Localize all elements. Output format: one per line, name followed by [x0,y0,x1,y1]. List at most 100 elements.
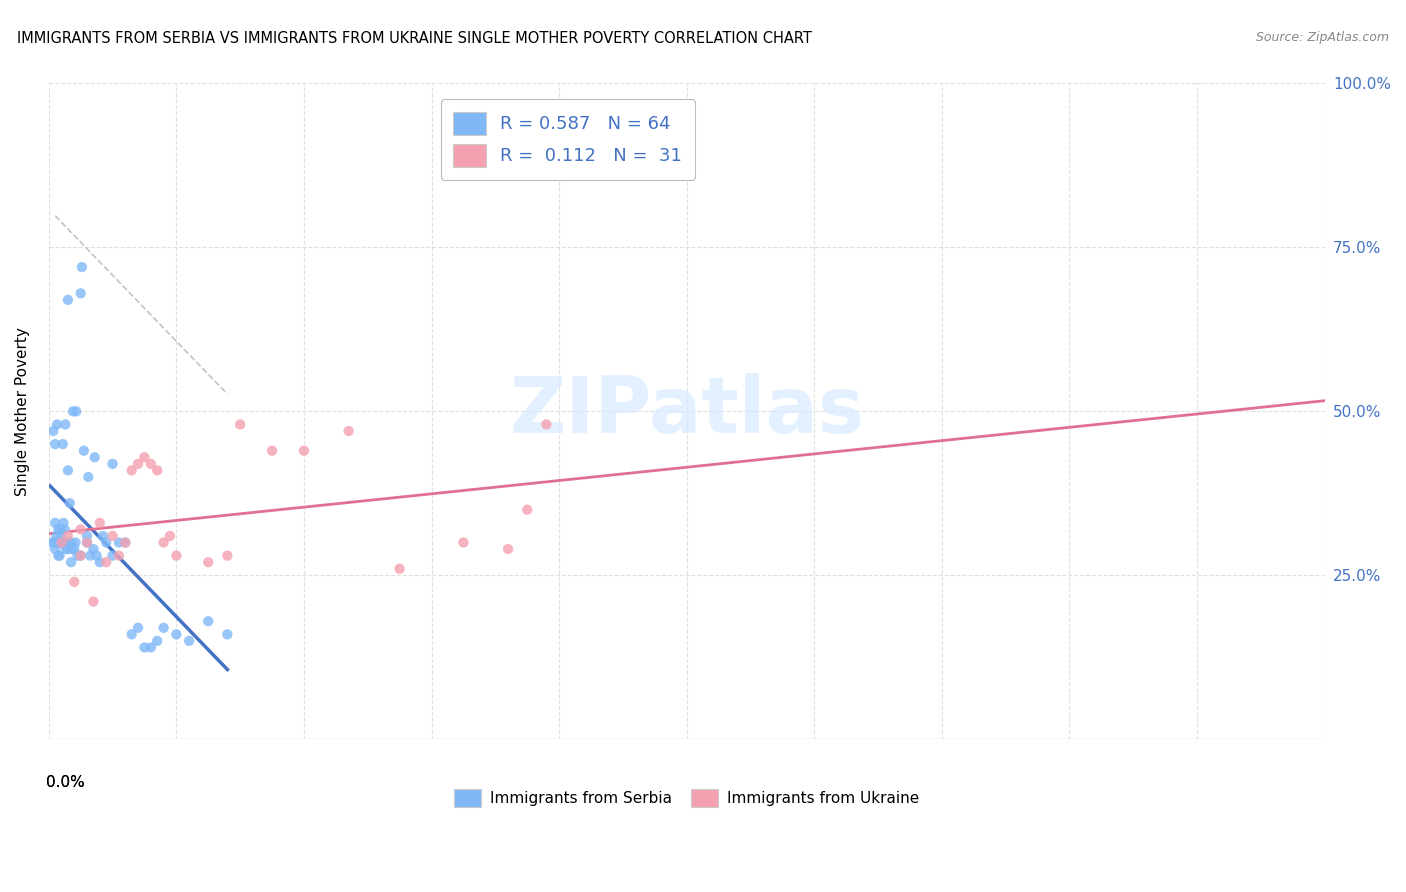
Text: Source: ZipAtlas.com: Source: ZipAtlas.com [1256,31,1389,45]
Point [89,516,111,530]
Point [197,555,219,569]
Point [60,542,83,557]
Point [56,542,79,557]
Point [52,535,75,549]
Point [41,535,63,549]
Text: ZIPatlas: ZIPatlas [509,374,865,450]
Point [76,529,98,543]
Point [51,535,73,549]
Point [76,535,98,549]
Point [127,621,149,635]
Point [89,555,111,569]
Point [101,529,124,543]
Point [52,437,75,451]
Point [48,549,70,563]
Point [96,555,118,569]
Point [121,627,143,641]
Point [114,535,136,549]
Point [134,640,156,655]
Point [217,549,239,563]
Point [536,417,558,432]
Point [127,457,149,471]
Y-axis label: Single Mother Poverty: Single Mother Poverty [15,327,30,496]
Point [292,443,315,458]
Point [48,535,70,549]
Point [42,424,65,438]
Legend: Immigrants from Serbia, Immigrants from Ukraine: Immigrants from Serbia, Immigrants from … [447,783,925,813]
Point [101,457,124,471]
Point [44,437,66,451]
Point [76,535,98,549]
Text: 0.0%: 0.0% [46,775,84,790]
Point [52,516,75,530]
Point [58,535,80,549]
Point [197,614,219,628]
Point [82,542,104,557]
Text: IMMIGRANTS FROM SERBIA VS IMMIGRANTS FROM UKRAINE SINGLE MOTHER POVERTY CORRELAT: IMMIGRANTS FROM SERBIA VS IMMIGRANTS FRO… [17,31,811,46]
Point [73,443,96,458]
Point [516,502,538,516]
Point [63,574,86,589]
Point [55,542,77,557]
Point [46,535,69,549]
Point [79,549,101,563]
Point [453,535,475,549]
Point [388,562,411,576]
Point [108,535,131,549]
Point [146,633,169,648]
Point [53,523,76,537]
Point [69,523,91,537]
Point [46,417,69,432]
Point [165,627,187,641]
Point [229,417,252,432]
Point [77,470,100,484]
Point [165,549,187,563]
Point [82,594,104,608]
Point [83,450,105,465]
Point [91,529,114,543]
Point [139,640,162,655]
Point [56,293,79,307]
Point [65,535,87,549]
Point [46,549,69,563]
Point [60,555,83,569]
Point [134,450,156,465]
Point [496,542,519,557]
Point [139,457,162,471]
Point [177,633,200,648]
Point [60,535,83,549]
Point [56,463,79,477]
Point [46,523,69,537]
Point [65,404,87,418]
Point [121,463,143,477]
Text: 0.0%: 0.0% [46,775,84,790]
Point [49,523,72,537]
Point [51,535,73,549]
Point [45,529,67,543]
Point [108,549,131,563]
Point [51,529,73,543]
Point [217,627,239,641]
Point [159,529,181,543]
Point [337,424,360,438]
Point [70,260,93,274]
Point [63,542,86,557]
Point [152,621,174,635]
Point [44,542,66,557]
Point [44,516,66,530]
Point [42,535,65,549]
Point [59,496,82,510]
Point [146,463,169,477]
Point [114,535,136,549]
Point [69,286,91,301]
Point [69,549,91,563]
Point [62,404,84,418]
Point [152,535,174,549]
Point [86,549,108,563]
Point [260,443,283,458]
Point [96,535,118,549]
Point [69,549,91,563]
Point [53,417,76,432]
Point [53,535,76,549]
Point [101,549,124,563]
